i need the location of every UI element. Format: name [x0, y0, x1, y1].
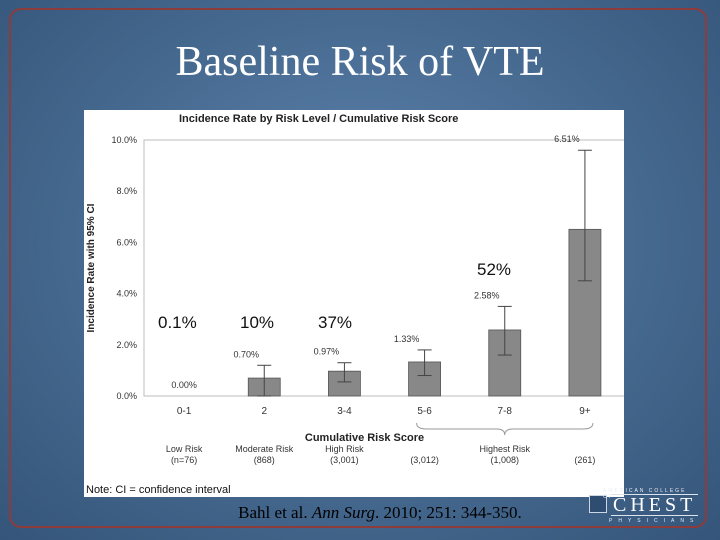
x-tick-label: 5-6	[417, 406, 432, 417]
overlay-label-moderate: 10%	[240, 313, 275, 332]
plot-frame	[143, 139, 624, 397]
data-label: 1.33%	[394, 334, 420, 344]
x-tick-label: 9+	[579, 406, 591, 417]
highest-risk-brace	[416, 422, 594, 436]
count-label: (1,008)	[490, 455, 519, 465]
citation: Bahl et al. Ann Surg. 2010; 251: 344-350…	[200, 503, 560, 523]
y-tick-label: 10.0%	[111, 135, 137, 145]
risk-group-label: Highest Risk	[479, 444, 530, 454]
data-label: 2.58%	[474, 290, 500, 300]
chart-note: Note: CI = confidence interval	[86, 484, 231, 496]
x-tick-label: 7-8	[498, 406, 513, 417]
y-tick-label: 0.0%	[116, 391, 137, 401]
slide-frame	[9, 8, 707, 528]
x-tick-label: 2	[261, 406, 267, 417]
x-tick-label: 3-4	[337, 406, 352, 417]
chart-title: Incidence Rate by Risk Level / Cumulativ…	[179, 113, 458, 125]
data-label: 0.70%	[233, 349, 259, 359]
overlay-label-low: 0.1%	[158, 313, 197, 332]
y-tick-label: 4.0%	[116, 289, 137, 299]
count-label: (3,001)	[330, 455, 359, 465]
citation-journal: Ann Surg	[311, 503, 375, 522]
citation-authors: Bahl et al.	[238, 503, 308, 522]
chart-panel: Incidence Rate by Risk Level / Cumulativ…	[84, 110, 624, 497]
citation-details: . 2010; 251: 344-350.	[374, 503, 522, 522]
logo-bottom-text: PHYSICIANS	[609, 518, 700, 524]
overlay-label-high: 37%	[318, 313, 353, 332]
count-label: (3,012)	[410, 455, 439, 465]
logo-top-text: AMERICAN COLLEGE OF	[603, 488, 687, 500]
risk-group-label: Low Risk	[166, 444, 203, 454]
y-tick-label: 2.0%	[116, 340, 137, 350]
data-label: 0.97%	[314, 347, 340, 357]
risk-group-label: High Risk	[325, 444, 364, 454]
slide-title: Baseline Risk of VTE	[175, 39, 545, 85]
count-label: (868)	[254, 455, 275, 465]
bar-chart: Incidence Rate by Risk Level / Cumulativ…	[86, 113, 624, 496]
overlay-label-highest: 52%	[477, 260, 512, 279]
count-label: (261)	[574, 455, 595, 465]
y-tick-label: 6.0%	[116, 237, 137, 247]
seal-icon	[589, 495, 607, 513]
risk-group-label: Moderate Risk	[235, 444, 294, 454]
count-label: (n=76)	[171, 455, 197, 465]
logo-main-text: CHEST	[611, 494, 699, 516]
data-label: 6.51%	[554, 134, 580, 144]
data-label: 0.00%	[171, 380, 197, 390]
y-axis-label: Incidence Rate with 95% CI	[86, 203, 97, 332]
x-axis-label: Cumulative Risk Score	[305, 432, 424, 444]
accp-logo: AMERICAN COLLEGE OF CHEST PHYSICIANS	[589, 487, 699, 527]
x-tick-label: 0-1	[177, 406, 192, 417]
y-tick-label: 8.0%	[116, 186, 137, 196]
